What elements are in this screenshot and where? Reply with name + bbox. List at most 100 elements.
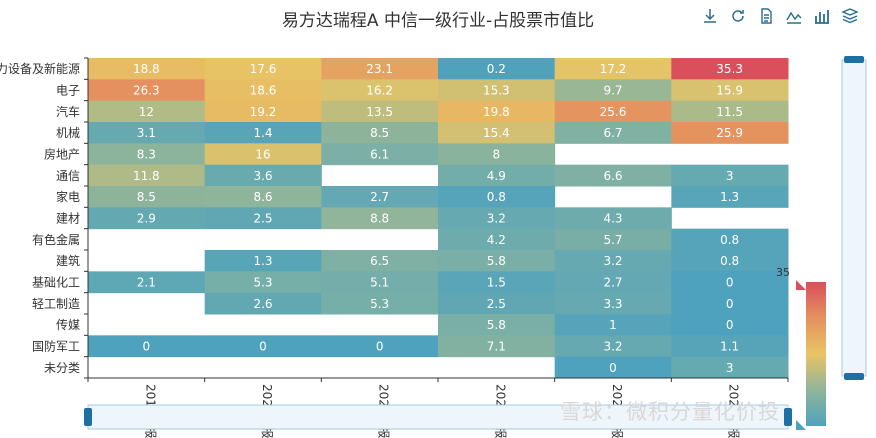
heatmap-cell[interactable] [438,250,556,272]
heatmap-cell[interactable] [204,271,322,294]
heatmap-cell[interactable] [554,122,672,144]
heatmap-cell[interactable] [554,58,672,80]
refresh-icon[interactable] [728,6,748,26]
heatmap-cell[interactable] [438,207,556,230]
heatmap-cell[interactable] [671,79,789,102]
data-view-icon[interactable] [756,6,776,26]
heatmap-cell[interactable] [671,58,789,80]
heatmap-cell[interactable] [88,207,206,230]
heatmap-cell[interactable] [204,335,322,358]
heatmap-cell[interactable] [671,100,789,123]
heatmap-cell[interactable] [554,356,672,379]
bar-chart-icon[interactable] [812,6,832,26]
cell-value-label: 26.3 [133,84,160,98]
heatmap-cell[interactable] [438,100,556,123]
heatmap-cell[interactable] [671,335,789,358]
cell-value-label: 18.6 [250,84,277,98]
heatmap-cell[interactable] [88,79,206,102]
visual-map-bottom-handle[interactable] [796,420,806,430]
cell-value-label: 2.7 [370,190,389,204]
cell-value-label: 13.5 [366,105,393,119]
heatmap-cell[interactable] [88,100,206,123]
heatmap-cell[interactable] [321,143,439,166]
heatmap-cell[interactable] [438,122,556,144]
heatmap-cell[interactable] [321,186,439,208]
x-datazoom-right-handle[interactable] [784,408,792,426]
stack-icon[interactable] [840,6,860,26]
heatmap-cell[interactable] [438,314,556,336]
heatmap-cell[interactable] [671,122,789,144]
heatmap-cell[interactable] [88,186,206,208]
heatmap-cell[interactable] [438,143,556,166]
heatmap-cell[interactable] [204,58,322,80]
x-datazoom-slider[interactable] [87,404,789,430]
heatmap-cell[interactable] [671,250,789,272]
heatmap-cell[interactable] [438,271,556,294]
heatmap-cell[interactable] [88,58,206,80]
heatmap-cell[interactable] [554,335,672,358]
heatmap-cell[interactable] [204,143,322,166]
y-datazoom-bottom-handle[interactable] [844,373,864,380]
heatmap-cell[interactable] [88,143,206,166]
heatmap-cell[interactable] [438,186,556,208]
heatmap-cell[interactable] [204,207,322,230]
heatmap-cell[interactable] [671,292,789,315]
y-axis-label: 房地产 [44,147,80,162]
cell-value-label: 6.7 [603,126,622,140]
heatmap-cell[interactable] [671,228,789,251]
heatmap-cell[interactable] [554,207,672,230]
heatmap-cell[interactable] [321,271,439,294]
heatmap-cell[interactable] [554,100,672,123]
heatmap-cell[interactable] [204,100,322,123]
heatmap-cell[interactable] [438,79,556,102]
heatmap-cell[interactable] [671,271,789,294]
heatmap-cell[interactable] [554,314,672,336]
cell-value-label: 3.3 [603,297,622,311]
x-datazoom-left-handle[interactable] [84,408,92,426]
heatmap-cell[interactable] [321,207,439,230]
heatmap-cell[interactable] [88,122,206,144]
y-datazoom-slider[interactable] [841,59,867,377]
toolbox [700,6,860,26]
heatmap-cell[interactable] [321,79,439,102]
heatmap-cell[interactable] [321,292,439,315]
heatmap-cell[interactable] [88,335,206,358]
heatmap-cell[interactable] [438,164,556,187]
cell-value-label: 16 [255,148,270,162]
heatmap-cell[interactable] [554,250,672,272]
visual-map-bar[interactable] [806,282,826,426]
heatmap-cell[interactable] [204,79,322,102]
y-datazoom-top-handle[interactable] [844,56,864,63]
heatmap-cell[interactable] [321,100,439,123]
download-icon[interactable] [700,6,720,26]
heatmap-cell[interactable] [554,271,672,294]
heatmap-cell[interactable] [671,186,789,208]
cell-value-label: 15.4 [483,126,510,140]
heatmap-cell[interactable] [321,122,439,144]
visual-map-top-handle[interactable] [796,280,806,290]
line-chart-icon[interactable] [784,6,804,26]
heatmap-cell[interactable] [88,271,206,294]
heatmap-cell[interactable] [321,335,439,358]
heatmap-cell[interactable] [438,335,556,358]
heatmap-cell[interactable] [554,292,672,315]
heatmap-cell[interactable] [554,79,672,102]
heatmap-cell[interactable] [321,250,439,272]
heatmap-cell[interactable] [204,164,322,187]
heatmap-cell[interactable] [204,250,322,272]
heatmap-cell[interactable] [671,314,789,336]
heatmap-cell[interactable] [671,356,789,379]
heatmap-cell[interactable] [204,292,322,315]
heatmap-cell[interactable] [438,292,556,315]
heatmap-cell[interactable] [321,58,439,80]
y-axis-label: 基础化工 [32,276,80,290]
heatmap-cell[interactable] [204,186,322,208]
cell-value-label: 1.3 [720,190,739,204]
heatmap-cell[interactable] [88,164,206,187]
heatmap-cell[interactable] [554,164,672,187]
heatmap-cell[interactable] [438,228,556,251]
heatmap-cell[interactable] [438,58,556,80]
heatmap-cell[interactable] [204,122,322,144]
heatmap-cell[interactable] [554,228,672,251]
heatmap-cell[interactable] [671,164,789,187]
